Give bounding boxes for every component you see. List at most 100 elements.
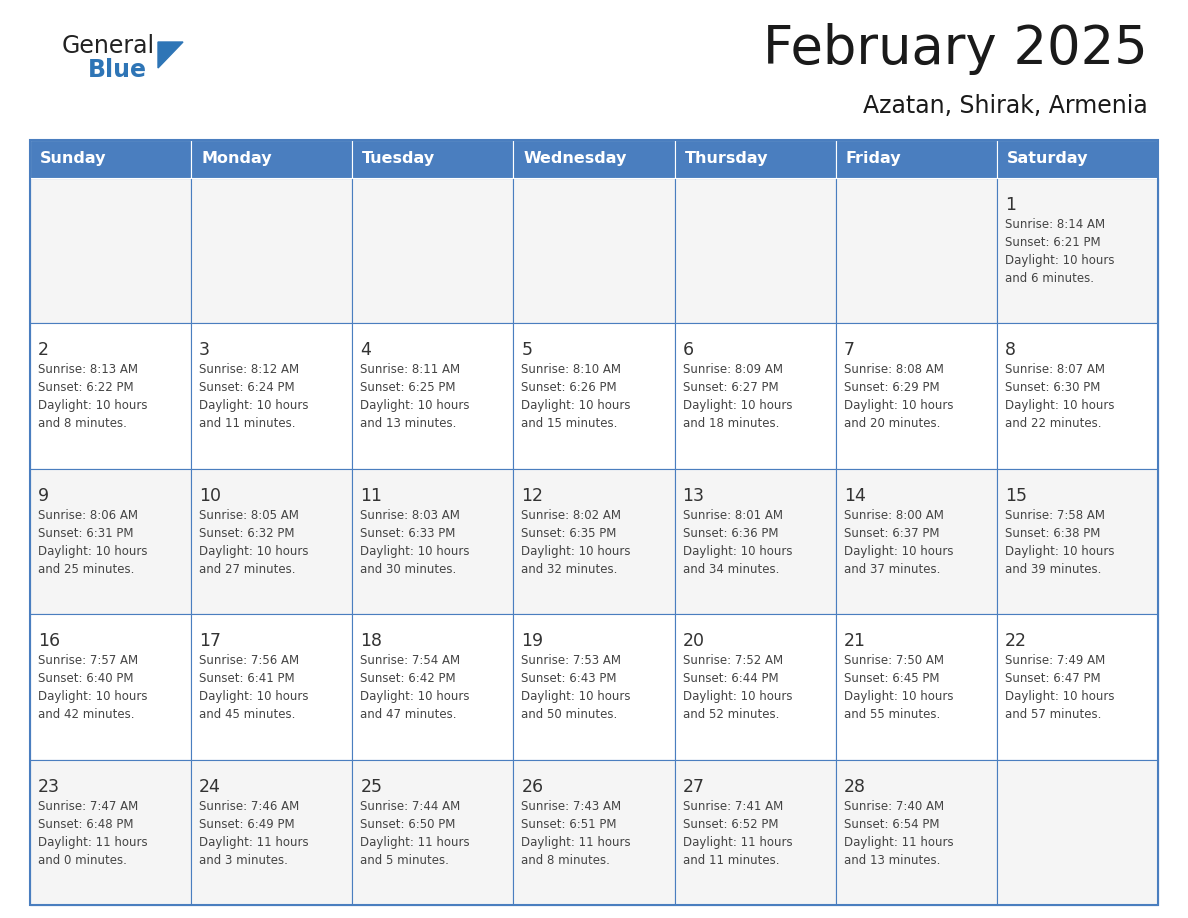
Text: Sunset: 6:32 PM: Sunset: 6:32 PM: [200, 527, 295, 540]
FancyBboxPatch shape: [675, 140, 835, 178]
Text: and 42 minutes.: and 42 minutes.: [38, 708, 134, 722]
Text: Sunrise: 8:05 AM: Sunrise: 8:05 AM: [200, 509, 299, 521]
Text: Sunrise: 8:03 AM: Sunrise: 8:03 AM: [360, 509, 460, 521]
Text: Sunset: 6:22 PM: Sunset: 6:22 PM: [38, 381, 133, 395]
Text: Sunrise: 7:46 AM: Sunrise: 7:46 AM: [200, 800, 299, 812]
Text: and 37 minutes.: and 37 minutes.: [843, 563, 940, 576]
Text: Sunset: 6:54 PM: Sunset: 6:54 PM: [843, 818, 940, 831]
Text: Daylight: 10 hours: Daylight: 10 hours: [683, 690, 792, 703]
FancyBboxPatch shape: [353, 759, 513, 905]
FancyBboxPatch shape: [835, 178, 997, 323]
Text: Sunset: 6:33 PM: Sunset: 6:33 PM: [360, 527, 456, 540]
FancyBboxPatch shape: [30, 614, 191, 759]
Text: Sunset: 6:29 PM: Sunset: 6:29 PM: [843, 381, 940, 395]
Text: Sunset: 6:42 PM: Sunset: 6:42 PM: [360, 672, 456, 685]
FancyBboxPatch shape: [835, 323, 997, 469]
Text: Sunrise: 7:44 AM: Sunrise: 7:44 AM: [360, 800, 461, 812]
FancyBboxPatch shape: [191, 140, 353, 178]
FancyBboxPatch shape: [30, 178, 191, 323]
Text: and 34 minutes.: and 34 minutes.: [683, 563, 779, 576]
Text: February 2025: February 2025: [763, 23, 1148, 75]
FancyBboxPatch shape: [513, 178, 675, 323]
Text: Daylight: 10 hours: Daylight: 10 hours: [522, 690, 631, 703]
FancyBboxPatch shape: [835, 759, 997, 905]
Text: Sunrise: 7:50 AM: Sunrise: 7:50 AM: [843, 655, 943, 667]
Text: Monday: Monday: [201, 151, 272, 166]
Text: Sunrise: 8:07 AM: Sunrise: 8:07 AM: [1005, 364, 1105, 376]
Text: 22: 22: [1005, 633, 1026, 650]
Text: and 13 minutes.: and 13 minutes.: [360, 418, 456, 431]
Text: Daylight: 11 hours: Daylight: 11 hours: [843, 835, 953, 848]
Text: and 25 minutes.: and 25 minutes.: [38, 563, 134, 576]
Text: Sunrise: 7:57 AM: Sunrise: 7:57 AM: [38, 655, 138, 667]
Text: Daylight: 10 hours: Daylight: 10 hours: [200, 544, 309, 558]
Text: Sunset: 6:36 PM: Sunset: 6:36 PM: [683, 527, 778, 540]
Text: Sunrise: 8:10 AM: Sunrise: 8:10 AM: [522, 364, 621, 376]
Text: Sunrise: 8:09 AM: Sunrise: 8:09 AM: [683, 364, 783, 376]
Text: Daylight: 10 hours: Daylight: 10 hours: [522, 399, 631, 412]
Text: Daylight: 11 hours: Daylight: 11 hours: [200, 835, 309, 848]
FancyBboxPatch shape: [997, 614, 1158, 759]
FancyBboxPatch shape: [353, 178, 513, 323]
Text: 28: 28: [843, 778, 866, 796]
Text: Sunrise: 8:13 AM: Sunrise: 8:13 AM: [38, 364, 138, 376]
FancyBboxPatch shape: [997, 759, 1158, 905]
Text: Daylight: 10 hours: Daylight: 10 hours: [360, 544, 469, 558]
Text: Daylight: 11 hours: Daylight: 11 hours: [38, 835, 147, 848]
Text: Sunset: 6:47 PM: Sunset: 6:47 PM: [1005, 672, 1100, 685]
Text: 6: 6: [683, 341, 694, 360]
Text: and 13 minutes.: and 13 minutes.: [843, 854, 940, 867]
FancyBboxPatch shape: [835, 469, 997, 614]
Text: 11: 11: [360, 487, 383, 505]
Text: Sunset: 6:41 PM: Sunset: 6:41 PM: [200, 672, 295, 685]
Text: Sunrise: 8:08 AM: Sunrise: 8:08 AM: [843, 364, 943, 376]
Text: Sunset: 6:51 PM: Sunset: 6:51 PM: [522, 818, 617, 831]
Text: Daylight: 10 hours: Daylight: 10 hours: [360, 399, 469, 412]
Text: Sunset: 6:25 PM: Sunset: 6:25 PM: [360, 381, 456, 395]
Text: and 57 minutes.: and 57 minutes.: [1005, 708, 1101, 722]
FancyBboxPatch shape: [513, 759, 675, 905]
FancyBboxPatch shape: [353, 469, 513, 614]
Text: and 8 minutes.: and 8 minutes.: [522, 854, 611, 867]
Text: and 45 minutes.: and 45 minutes.: [200, 708, 296, 722]
Text: Daylight: 11 hours: Daylight: 11 hours: [360, 835, 470, 848]
Text: Sunrise: 7:56 AM: Sunrise: 7:56 AM: [200, 655, 299, 667]
Text: Daylight: 10 hours: Daylight: 10 hours: [522, 544, 631, 558]
Text: Daylight: 10 hours: Daylight: 10 hours: [38, 690, 147, 703]
Text: and 30 minutes.: and 30 minutes.: [360, 563, 456, 576]
Text: Daylight: 10 hours: Daylight: 10 hours: [1005, 254, 1114, 267]
Text: 2: 2: [38, 341, 49, 360]
Text: 14: 14: [843, 487, 866, 505]
Text: Sunset: 6:26 PM: Sunset: 6:26 PM: [522, 381, 617, 395]
Text: Sunrise: 7:41 AM: Sunrise: 7:41 AM: [683, 800, 783, 812]
Text: and 5 minutes.: and 5 minutes.: [360, 854, 449, 867]
Text: 5: 5: [522, 341, 532, 360]
FancyBboxPatch shape: [997, 178, 1158, 323]
Text: Sunset: 6:44 PM: Sunset: 6:44 PM: [683, 672, 778, 685]
FancyBboxPatch shape: [191, 323, 353, 469]
Text: 26: 26: [522, 778, 544, 796]
Text: 19: 19: [522, 633, 544, 650]
Text: Daylight: 10 hours: Daylight: 10 hours: [38, 544, 147, 558]
Text: 16: 16: [38, 633, 61, 650]
FancyBboxPatch shape: [353, 614, 513, 759]
FancyBboxPatch shape: [30, 140, 191, 178]
Text: 4: 4: [360, 341, 371, 360]
Text: Sunset: 6:35 PM: Sunset: 6:35 PM: [522, 527, 617, 540]
Text: 20: 20: [683, 633, 704, 650]
Text: Sunset: 6:21 PM: Sunset: 6:21 PM: [1005, 236, 1100, 249]
FancyBboxPatch shape: [353, 323, 513, 469]
FancyBboxPatch shape: [997, 140, 1158, 178]
FancyBboxPatch shape: [30, 323, 191, 469]
Text: Blue: Blue: [88, 58, 147, 82]
FancyBboxPatch shape: [675, 759, 835, 905]
Text: and 11 minutes.: and 11 minutes.: [683, 854, 779, 867]
Text: Daylight: 10 hours: Daylight: 10 hours: [200, 690, 309, 703]
Text: Daylight: 10 hours: Daylight: 10 hours: [1005, 544, 1114, 558]
Text: Sunrise: 7:47 AM: Sunrise: 7:47 AM: [38, 800, 138, 812]
Text: Daylight: 10 hours: Daylight: 10 hours: [843, 544, 953, 558]
Text: Sunset: 6:37 PM: Sunset: 6:37 PM: [843, 527, 940, 540]
Polygon shape: [158, 42, 183, 68]
Text: Sunset: 6:52 PM: Sunset: 6:52 PM: [683, 818, 778, 831]
FancyBboxPatch shape: [191, 469, 353, 614]
